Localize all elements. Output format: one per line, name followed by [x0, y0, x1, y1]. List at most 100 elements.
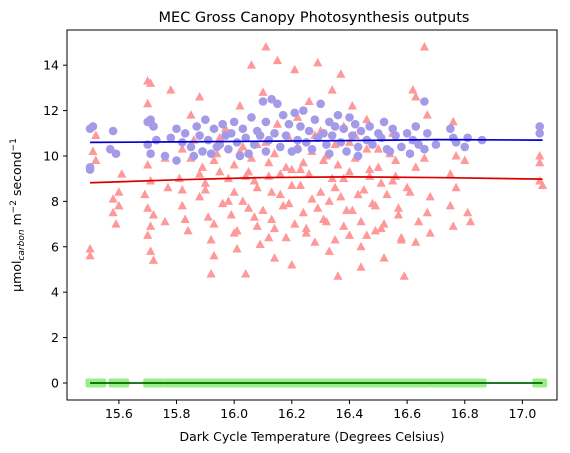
triangle-data-point	[330, 182, 340, 192]
circle-data-point	[264, 135, 274, 145]
triangle-data-point	[393, 210, 404, 219]
y-tick-label: 2	[51, 330, 59, 345]
triangle-data-point	[163, 182, 173, 192]
circle-data-point	[397, 142, 406, 152]
triangle-data-point	[114, 187, 124, 196]
triangle-data-point	[203, 212, 213, 221]
y-axis: 0 2 4 6 8 10 12 14	[43, 58, 67, 390]
triangle-data-point	[448, 116, 458, 126]
triangle-data-point	[365, 164, 375, 174]
circle-data-point	[146, 149, 155, 159]
circle-data-point	[152, 135, 161, 145]
triangle-data-point	[425, 191, 435, 201]
y-tick-label: 14	[43, 58, 59, 73]
triangle-data-point	[281, 162, 291, 171]
triangle-data-point	[298, 157, 308, 167]
circle-data-point	[85, 165, 95, 174]
triangle-data-point	[313, 203, 323, 212]
x-tick-label: 16.0	[220, 406, 248, 421]
triangle-data-point	[108, 207, 118, 217]
circle-data-point	[261, 147, 271, 156]
circle-data-point	[160, 151, 170, 161]
circle-data-point	[414, 140, 423, 149]
triangle-data-point	[108, 194, 118, 203]
triangle-data-point	[344, 166, 355, 176]
triangle-data-point	[177, 144, 187, 153]
y-axis-label: μmolcarbon m−2 second−1	[9, 138, 27, 292]
triangle-data-point	[399, 271, 409, 280]
circle-data-point	[192, 122, 202, 131]
triangle-data-point	[362, 230, 372, 239]
triangle-data-point	[183, 225, 193, 235]
circle-data-point	[180, 128, 190, 138]
triangle-data-point	[215, 166, 225, 176]
triangle-data-point	[376, 178, 386, 187]
circle-data-point	[149, 122, 158, 131]
triangle-data-point	[408, 85, 418, 94]
triangle-data-point	[232, 244, 242, 253]
triangle-data-point	[194, 169, 205, 178]
triangle-data-point	[388, 175, 398, 185]
triangle-data-point	[422, 207, 432, 217]
triangle-data-point	[290, 64, 300, 74]
triangle-data-point	[324, 196, 334, 205]
triangle-data-point	[330, 139, 340, 149]
triangle-data-point	[362, 114, 372, 124]
triangle-data-point	[359, 185, 369, 194]
circle-data-point	[255, 131, 265, 140]
triangle-data-point	[275, 189, 285, 199]
triangle-data-point	[373, 162, 383, 171]
triangle-data-point	[85, 244, 95, 253]
triangle-data-point	[422, 110, 432, 119]
triangle-data-point	[194, 91, 205, 101]
triangle-data-point	[356, 216, 366, 226]
circle-data-point	[146, 115, 155, 124]
triangle-data-point	[91, 155, 101, 165]
triangle-data-point	[307, 194, 317, 203]
circle-data-point	[88, 122, 98, 131]
y-axis-label-tail: second	[9, 151, 24, 200]
triangle-data-point	[206, 234, 216, 244]
triangle-data-point	[465, 216, 476, 226]
circle-data-point	[293, 144, 302, 154]
triangle-data-point	[243, 203, 254, 212]
triangle-data-point	[148, 255, 159, 264]
x-tick-label: 17.0	[508, 406, 536, 421]
circle-data-point	[232, 138, 242, 147]
triangle-data-point	[382, 189, 392, 199]
triangle-data-point	[290, 219, 300, 228]
triangle-data-point	[114, 200, 124, 210]
circle-data-point	[353, 151, 363, 161]
triangle-data-point	[448, 221, 458, 230]
circle-data-point	[345, 113, 354, 122]
triangle-data-point	[206, 269, 216, 278]
y-axis-label-middle: m	[9, 213, 24, 229]
triangle-data-point	[226, 210, 236, 219]
triangle-data-point	[339, 173, 349, 183]
triangle-data-point	[414, 216, 424, 226]
triangle-data-point	[186, 110, 196, 119]
circle-data-point	[535, 122, 545, 131]
triangle-data-point	[318, 214, 329, 224]
triangle-data-point	[411, 162, 421, 171]
triangle-data-point	[370, 225, 381, 235]
triangle-data-point	[258, 205, 268, 214]
circle-data-point	[446, 124, 455, 134]
circle-data-point	[342, 147, 351, 156]
triangle-data-point	[339, 221, 349, 230]
circle-data-point	[195, 131, 204, 140]
triangle-data-point	[333, 271, 343, 280]
triangle-data-point	[396, 232, 406, 242]
triangle-data-point	[252, 182, 262, 192]
circle-data-point	[324, 149, 334, 159]
circle-data-point	[402, 128, 412, 138]
triangle-data-point	[272, 119, 283, 128]
triangle-data-point	[209, 219, 219, 228]
triangle-data-point	[356, 241, 366, 251]
triangle-data-point	[445, 200, 455, 210]
triangle-data-point	[200, 185, 210, 194]
triangle-data-point	[269, 223, 280, 233]
triangle-data-point	[197, 162, 208, 171]
triangle-data-point	[411, 91, 421, 101]
circle-data-point	[339, 124, 349, 134]
